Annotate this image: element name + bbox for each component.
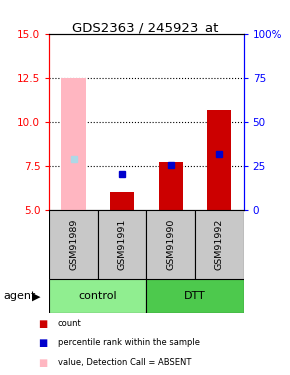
Text: DTT: DTT <box>184 291 206 301</box>
Bar <box>110 192 134 210</box>
Bar <box>159 162 183 210</box>
Text: ■: ■ <box>38 319 47 329</box>
Bar <box>49 210 98 279</box>
Text: GSM91990: GSM91990 <box>166 219 175 270</box>
Text: GSM91991: GSM91991 <box>118 219 127 270</box>
Bar <box>49 279 146 313</box>
Bar <box>146 279 244 313</box>
Text: count: count <box>58 319 82 328</box>
Bar <box>146 210 195 279</box>
Bar <box>195 210 244 279</box>
Text: ■: ■ <box>38 358 47 368</box>
Text: control: control <box>79 291 117 301</box>
Text: GSM91989: GSM91989 <box>69 219 78 270</box>
Text: ■: ■ <box>38 338 47 348</box>
Text: agent: agent <box>3 291 35 301</box>
Bar <box>207 110 231 210</box>
Text: GSM91992: GSM91992 <box>215 219 224 270</box>
Text: percentile rank within the sample: percentile rank within the sample <box>58 338 200 347</box>
Text: value, Detection Call = ABSENT: value, Detection Call = ABSENT <box>58 358 191 367</box>
Text: ▶: ▶ <box>32 291 41 301</box>
Bar <box>98 210 146 279</box>
Bar <box>61 78 86 210</box>
Text: GDS2363 / 245923_at: GDS2363 / 245923_at <box>72 21 218 34</box>
